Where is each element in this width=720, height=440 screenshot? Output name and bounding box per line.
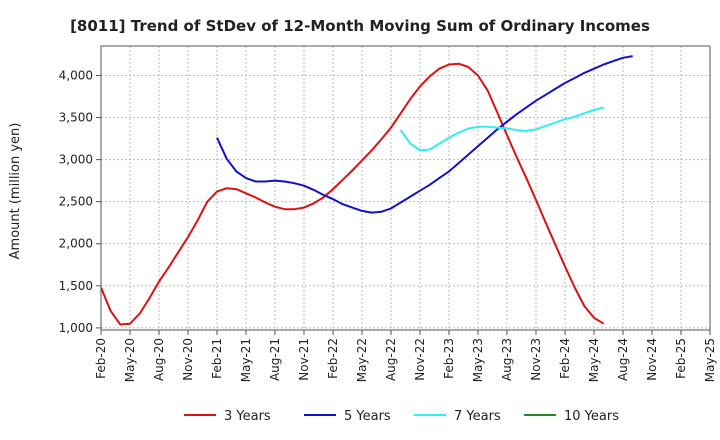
x-tick-label: Feb-20 (94, 338, 108, 379)
y-tick-label: 2,000 (59, 237, 93, 251)
x-axis-ticks: Feb-20 May-20 Aug-20 Nov-20 Feb-21 May-21 Aug-… (94, 330, 717, 382)
x-tick-label: Nov-23 (529, 338, 543, 381)
y-tick-label: 1,500 (59, 279, 93, 293)
series-line-5-years (216, 55, 633, 214)
x-tick-label: Nov-24 (645, 338, 659, 381)
x-tick-label: May-23 (471, 338, 485, 382)
gridlines (100, 46, 711, 330)
x-tick-label: Nov-20 (181, 338, 195, 381)
y-axis-ticks: 1,000 1,500 2,000 2,500 3,000 3,500 4,000 (59, 68, 101, 335)
y-axis-label: Amount (million yen) (8, 123, 23, 260)
x-tick-label: Aug-22 (384, 338, 398, 381)
x-tick-label: Feb-24 (558, 338, 572, 379)
series-lines (100, 55, 633, 326)
series-line-3-years (100, 62, 605, 326)
legend-label: 3 Years (224, 409, 271, 424)
y-tick-label: 3,500 (59, 111, 93, 125)
x-tick-label: Nov-21 (297, 338, 311, 381)
x-tick-label: May-24 (587, 338, 601, 382)
plot-frame (100, 45, 711, 331)
x-tick-label: Feb-22 (326, 338, 340, 379)
x-tick-label: Aug-24 (616, 338, 630, 381)
y-tick-label: 2,500 (59, 195, 93, 209)
x-tick-label: Feb-23 (442, 338, 456, 379)
legend: 3 Years 5 Years 7 Years 10 Years (184, 409, 619, 424)
legend-label: 5 Years (344, 409, 391, 424)
chart-title: [8011] Trend of StDev of 12-Month Moving… (70, 17, 650, 35)
x-tick-label: Aug-21 (268, 338, 282, 381)
x-tick-label: Feb-21 (210, 338, 224, 379)
x-tick-label: Nov-22 (413, 338, 427, 381)
x-tick-label: Aug-20 (152, 338, 166, 381)
y-tick-label: 3,000 (59, 153, 93, 167)
y-tick-label: 1,000 (59, 321, 93, 335)
x-tick-label: Aug-23 (500, 338, 514, 381)
x-tick-label: May-20 (123, 338, 137, 382)
x-tick-label: Feb-25 (674, 338, 688, 379)
y-tick-label: 4,000 (59, 68, 93, 82)
x-tick-label: May-21 (239, 338, 253, 382)
series-line-7-years (399, 106, 604, 152)
x-tick-label: May-22 (355, 338, 369, 382)
legend-label: 10 Years (564, 409, 619, 424)
legend-label: 7 Years (454, 409, 501, 424)
x-tick-label: May-25 (703, 338, 717, 382)
